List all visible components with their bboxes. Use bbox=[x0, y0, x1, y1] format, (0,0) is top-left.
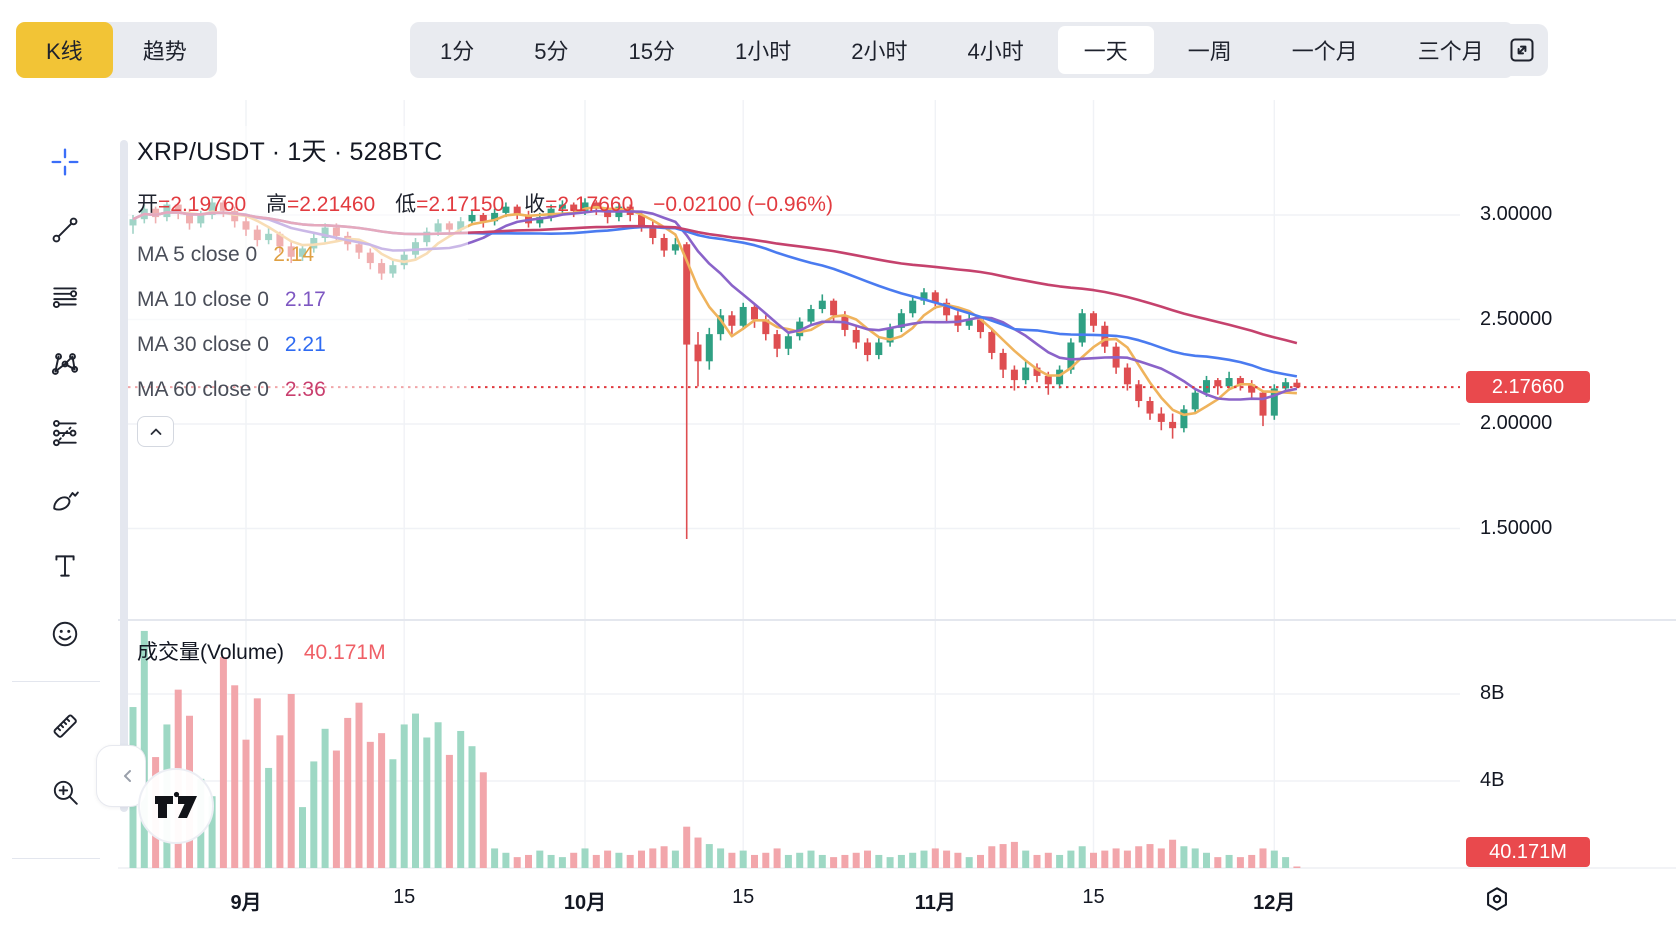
ma-legend-row-0[interactable]: MA 5 close 0 2.14 bbox=[137, 232, 833, 277]
fullscreen-icon bbox=[1510, 38, 1534, 62]
chart-canvas[interactable] bbox=[0, 100, 1676, 938]
ma-value: 2.36 bbox=[284, 377, 326, 401]
volume-label: 成交量(Volume) bbox=[137, 641, 285, 664]
time-tick-0: 9月 bbox=[230, 892, 262, 914]
ma-label: MA 5 close 0 bbox=[137, 242, 258, 266]
emoji-tool[interactable] bbox=[47, 616, 83, 652]
crosshair-icon bbox=[51, 148, 79, 176]
chart-type-button-1[interactable]: 趋势 bbox=[113, 22, 217, 78]
ma-legend-row-3[interactable]: MA 60 close 0 2.36 bbox=[137, 367, 833, 412]
interval-button-9[interactable]: 三个月 bbox=[1388, 22, 1514, 78]
trend-line-icon bbox=[52, 217, 78, 243]
price-tick-1: 2.50000 bbox=[1480, 307, 1553, 330]
tradingview-logo[interactable] bbox=[138, 768, 214, 844]
interval-button-4[interactable]: 2小时 bbox=[821, 22, 937, 78]
interval-button-8[interactable]: 一个月 bbox=[1262, 22, 1388, 78]
ma-value: 2.17 bbox=[284, 287, 326, 311]
time-tick-2: 10月 bbox=[563, 892, 607, 914]
toolbar-divider bbox=[12, 858, 100, 859]
time-tick-3: 15 bbox=[732, 886, 755, 908]
price-tick-3: 1.50000 bbox=[1480, 516, 1553, 539]
forecast-icon bbox=[53, 420, 77, 447]
toolbar-divider bbox=[12, 681, 100, 682]
chart-legend: XRP/USDT · 1天 · 528BTC 开2.19760 高2.21460… bbox=[137, 132, 833, 447]
interval-button-7[interactable]: 一周 bbox=[1158, 22, 1262, 78]
ohlc-low: 低2.17150 bbox=[395, 193, 504, 216]
text-tool[interactable] bbox=[47, 548, 83, 584]
zoom-in-tool[interactable] bbox=[47, 774, 83, 810]
volume-legend: 成交量(Volume) 40.171M bbox=[137, 636, 386, 666]
symbol-title[interactable]: XRP/USDT · 1天 · 528BTC bbox=[137, 138, 443, 166]
current-price-badge: 2.17660 bbox=[1466, 371, 1590, 404]
time-tick-5: 15 bbox=[1082, 886, 1105, 908]
price-tick-0: 3.00000 bbox=[1480, 203, 1553, 225]
ohlc-close: 收2.17660 bbox=[524, 193, 633, 216]
xabcd-pattern-icon bbox=[51, 353, 79, 375]
emoji-icon bbox=[52, 621, 78, 647]
chart-region: XRP/USDT · 1天 · 528BTC 开2.19760 高2.21460… bbox=[0, 100, 1676, 938]
chevron-left-icon bbox=[124, 770, 131, 782]
crosshair-tool[interactable] bbox=[47, 144, 83, 180]
time-tick-1: 15 bbox=[393, 886, 416, 908]
top-toolbar: K线 趋势 1分 5分 15分 1小时 2小时 4小时 一天 一周 一个月 三个月 bbox=[0, 0, 1676, 100]
brush-tool[interactable] bbox=[47, 482, 83, 518]
horizontal-lines-tool[interactable] bbox=[47, 279, 83, 315]
brush-icon bbox=[53, 491, 79, 511]
current-volume-badge: 40.171M bbox=[1466, 837, 1590, 868]
ma-legend-list: MA 5 close 0 2.14 MA 10 close 0 2.17 MA 30… bbox=[137, 232, 833, 412]
time-tick-4: 11月 bbox=[914, 892, 956, 914]
price-tick-2: 2.00000 bbox=[1480, 412, 1553, 434]
legend-collapse-button[interactable] bbox=[137, 416, 174, 447]
forecast-tool[interactable] bbox=[47, 414, 83, 450]
interval-switch: 1分 5分 15分 1小时 2小时 4小时 一天 一周 一个月 三个月 bbox=[410, 22, 1514, 78]
ma-value: 2.21 bbox=[284, 332, 326, 356]
ma-label: MA 10 close 0 bbox=[137, 287, 269, 311]
ohlc-row: 开2.19760 高2.21460 低2.17150 收2.17660 −0.0… bbox=[137, 188, 833, 218]
interval-button-3[interactable]: 1小时 bbox=[705, 22, 821, 78]
scale-settings-button[interactable] bbox=[1480, 882, 1514, 916]
ma-label: MA 30 close 0 bbox=[137, 332, 269, 356]
chevron-up-icon bbox=[150, 428, 161, 435]
time-tick-6: 12月 bbox=[1253, 892, 1296, 914]
ohlc-change: −0.02100 (−0.96%) bbox=[653, 193, 833, 216]
ma-label: MA 60 close 0 bbox=[137, 377, 269, 401]
volume-tick-1: 4B bbox=[1480, 769, 1505, 791]
fullscreen-button[interactable] bbox=[1496, 24, 1548, 76]
chart-type-button-0[interactable]: K线 bbox=[16, 22, 113, 78]
interval-button-5[interactable]: 4小时 bbox=[937, 22, 1053, 78]
panel-splitter[interactable] bbox=[120, 140, 128, 812]
interval-button-2[interactable]: 15分 bbox=[599, 22, 705, 78]
horizontal-lines-icon bbox=[52, 287, 78, 309]
zoom-in-icon bbox=[53, 780, 78, 805]
volume-value: 40.171M bbox=[303, 641, 386, 664]
ohlc-open: 开2.19760 bbox=[137, 193, 246, 216]
ruler-tool[interactable] bbox=[47, 708, 83, 744]
xabcd-pattern-tool[interactable] bbox=[47, 346, 83, 382]
interval-button-1[interactable]: 5分 bbox=[504, 22, 598, 78]
ma-legend-row-2[interactable]: MA 30 close 0 2.21 bbox=[137, 322, 833, 367]
tradingview-logo-icon bbox=[155, 791, 197, 818]
ohlc-high: 高2.21460 bbox=[266, 193, 375, 216]
volume-tick-0: 8B bbox=[1480, 682, 1505, 704]
trend-line-tool[interactable] bbox=[47, 212, 83, 248]
text-icon bbox=[55, 555, 75, 577]
ma-legend-row-1[interactable]: MA 10 close 0 2.17 bbox=[137, 277, 833, 322]
chart-type-switch: K线 趋势 bbox=[16, 22, 217, 78]
ma-value: 2.14 bbox=[273, 242, 315, 266]
interval-button-0[interactable]: 1分 bbox=[410, 22, 504, 78]
ruler-icon bbox=[53, 714, 77, 738]
hex-nut-icon bbox=[1487, 887, 1507, 911]
collapse-panel-tab[interactable] bbox=[96, 745, 146, 807]
interval-button-6[interactable]: 一天 bbox=[1057, 26, 1154, 74]
